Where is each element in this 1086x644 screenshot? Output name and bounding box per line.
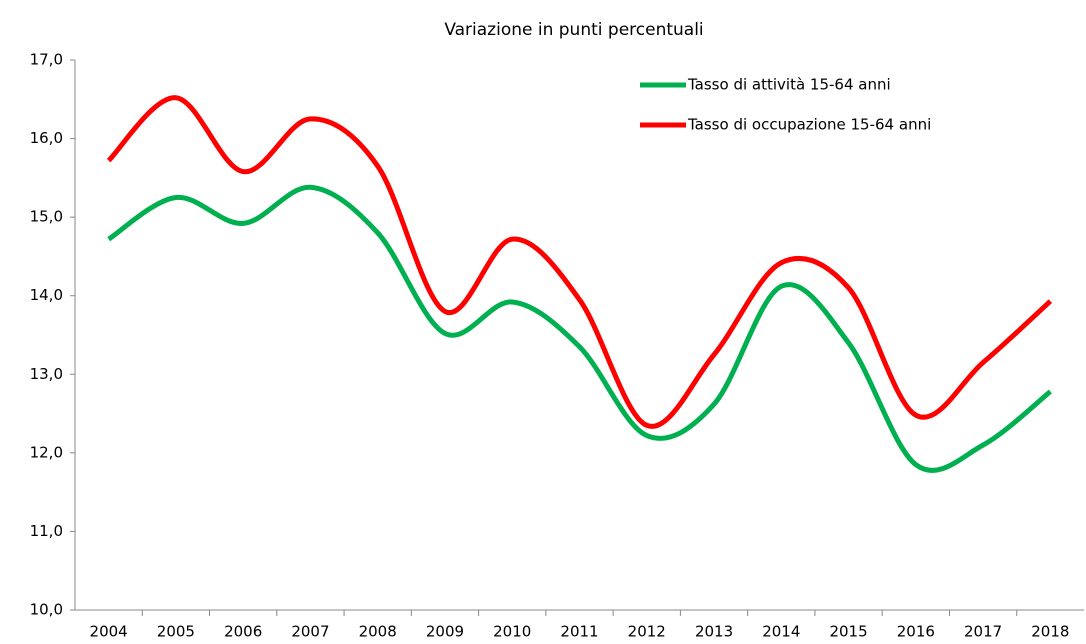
y-tick-label: 10,0 [30, 601, 63, 619]
x-tick-label: 2008 [359, 623, 397, 641]
y-tick-label: 16,0 [30, 129, 63, 147]
x-tick-label: 2006 [224, 623, 262, 641]
chart-title: Variazione in punti percentuali [444, 20, 703, 40]
series-line [107, 184, 1052, 473]
x-tick-label: 2004 [90, 623, 128, 641]
x-tick-label: 2007 [291, 623, 329, 641]
x-tick-label: 2010 [493, 623, 531, 641]
legend-label: Tasso di attività 15-64 anni [687, 76, 891, 94]
x-tick-label: 2013 [695, 623, 733, 641]
x-tick-label: 2005 [157, 623, 195, 641]
x-tick-label: 2014 [762, 623, 800, 641]
x-tick-label: 2018 [1031, 623, 1069, 641]
x-tick-label: 2009 [426, 623, 464, 641]
y-tick-label: 15,0 [30, 208, 63, 226]
legend-label: Tasso di occupazione 15-64 anni [687, 116, 931, 134]
x-tick-label: 2015 [829, 623, 867, 641]
y-tick-label: 11,0 [30, 522, 63, 540]
x-tick-label: 2012 [628, 623, 666, 641]
y-tick-label: 12,0 [30, 443, 63, 461]
series-line [106, 95, 1053, 429]
y-tick-label: 13,0 [30, 365, 63, 383]
y-tick-label: 17,0 [30, 51, 63, 69]
x-tick-label: 2011 [560, 623, 598, 641]
y-tick-label: 14,0 [30, 286, 63, 304]
x-tick-label: 2017 [964, 623, 1002, 641]
x-tick-label: 2016 [897, 623, 935, 641]
